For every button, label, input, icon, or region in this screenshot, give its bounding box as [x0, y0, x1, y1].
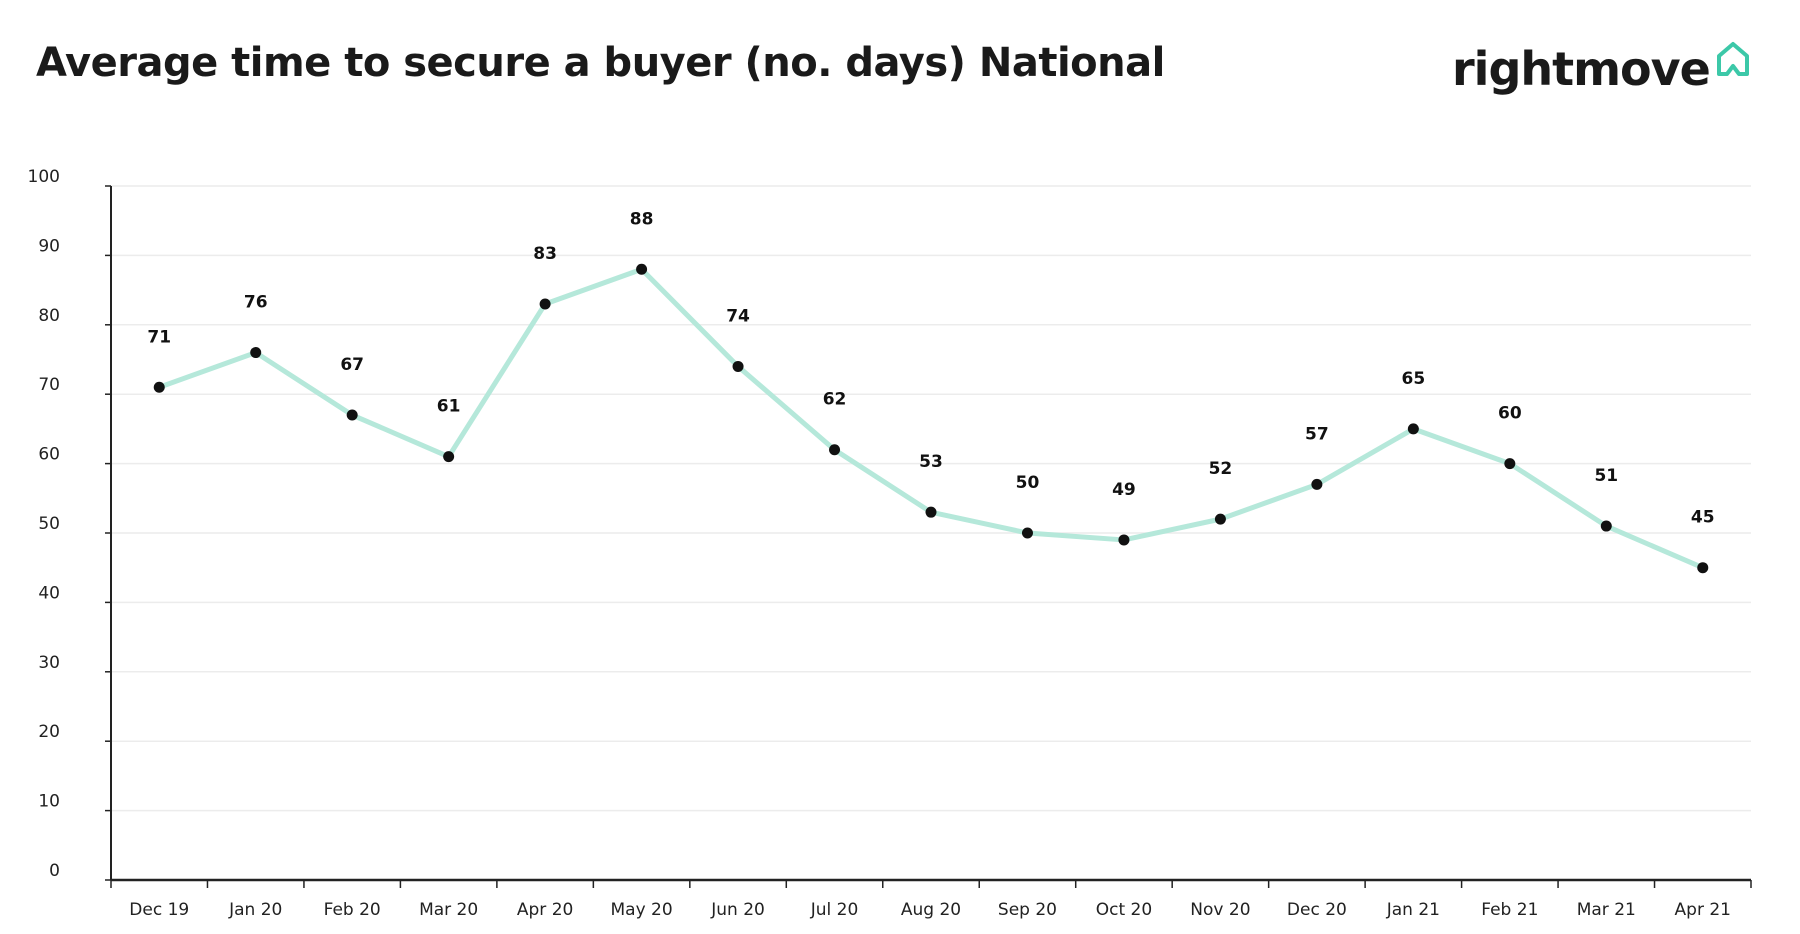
data-label: 61 — [437, 397, 461, 417]
data-point — [1504, 458, 1516, 470]
data-label: 53 — [919, 452, 943, 472]
y-tick-label: 80 — [38, 306, 60, 326]
x-tick-label: Jan 21 — [1386, 900, 1440, 920]
data-label: 60 — [1498, 404, 1522, 424]
x-tick-label: Jan 20 — [228, 900, 282, 920]
data-label: 51 — [1594, 466, 1618, 486]
x-tick-label: Mar 21 — [1577, 900, 1636, 920]
data-point — [1021, 527, 1033, 539]
data-label: 62 — [823, 390, 847, 410]
data-point — [539, 298, 551, 310]
x-tick-label: Nov 20 — [1190, 900, 1250, 920]
x-tick-label: Oct 20 — [1096, 900, 1152, 920]
y-tick-label: 90 — [38, 236, 60, 256]
data-point — [1600, 520, 1612, 532]
logo-text: rightmove — [1452, 42, 1711, 96]
data-label: 52 — [1209, 459, 1233, 479]
data-point — [443, 451, 455, 463]
data-point — [1407, 423, 1419, 435]
x-tick-label: Aug 20 — [901, 900, 961, 920]
data-point — [1697, 562, 1709, 574]
data-point — [1214, 513, 1226, 525]
x-tick-label: Jul 20 — [810, 900, 859, 920]
x-tick-label: Sep 20 — [998, 900, 1057, 920]
data-point — [636, 263, 648, 275]
data-label: 71 — [147, 327, 171, 347]
data-label: 49 — [1112, 480, 1136, 500]
data-label: 45 — [1691, 508, 1715, 528]
data-label: 57 — [1305, 424, 1329, 444]
data-point — [153, 381, 165, 393]
data-label: 88 — [630, 209, 654, 229]
x-tick-label: Dec 20 — [1287, 900, 1347, 920]
y-tick-label: 40 — [38, 583, 60, 603]
data-point — [925, 506, 937, 518]
chart-title: Average time to secure a buyer (no. days… — [36, 40, 1165, 86]
data-label: 74 — [726, 306, 750, 326]
x-tick-label: Apr 21 — [1675, 900, 1731, 920]
data-point — [1311, 478, 1323, 490]
data-label: 67 — [340, 355, 364, 375]
x-tick-label: Dec 19 — [129, 900, 189, 920]
series-line — [158, 266, 1704, 570]
data-point — [1118, 534, 1130, 546]
x-tick-label: Feb 21 — [1481, 900, 1538, 920]
x-tick-label: Apr 20 — [517, 900, 573, 920]
y-tick-label: 60 — [38, 445, 60, 465]
house-outline-icon — [1716, 42, 1749, 76]
x-tick-label: Feb 20 — [324, 900, 381, 920]
data-point — [829, 444, 841, 456]
y-tick-label: 20 — [38, 722, 60, 742]
data-label: 83 — [533, 244, 557, 264]
x-tick-label: Mar 20 — [419, 900, 478, 920]
data-point — [250, 347, 262, 359]
y-tick-label: 0 — [49, 861, 60, 881]
x-tick-label: Jun 20 — [710, 900, 765, 920]
rightmove-logo: rightmove — [1452, 42, 1752, 96]
y-tick-label: 70 — [38, 375, 60, 395]
y-tick-label: 10 — [38, 792, 60, 812]
data-point — [732, 360, 744, 372]
y-tick-label: 30 — [38, 653, 60, 673]
data-label: 50 — [1016, 473, 1040, 493]
y-tick-label: 50 — [38, 514, 60, 534]
x-tick-label: May 20 — [610, 900, 672, 920]
data-point — [346, 409, 358, 421]
data-label: 76 — [244, 293, 268, 313]
y-tick-label: 100 — [28, 167, 60, 187]
data-label: 65 — [1402, 369, 1426, 389]
